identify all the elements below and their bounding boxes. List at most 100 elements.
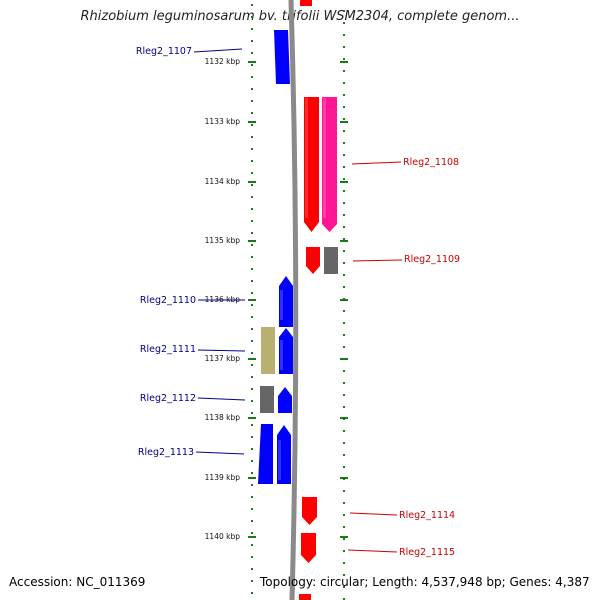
minor-tick-left bbox=[251, 580, 253, 582]
minor-tick-left bbox=[251, 568, 253, 570]
minor-tick-left bbox=[251, 40, 253, 42]
major-tick-right bbox=[340, 358, 348, 360]
minor-tick-right bbox=[343, 10, 345, 12]
major-tick-left bbox=[248, 240, 256, 242]
major-tick-right bbox=[340, 299, 348, 301]
minor-tick-right bbox=[343, 70, 345, 72]
gene-1108-shape[interactable] bbox=[304, 97, 319, 232]
gene-1113-shape[interactable] bbox=[277, 425, 291, 484]
minor-tick-right bbox=[343, 538, 345, 540]
minor-tick-left bbox=[251, 64, 253, 66]
gene-1111-shape[interactable] bbox=[279, 328, 293, 374]
minor-tick-right bbox=[343, 574, 345, 576]
partial-gene-bottom bbox=[299, 594, 311, 600]
minor-tick-left bbox=[251, 352, 253, 354]
major-tick-left bbox=[248, 121, 256, 123]
major-tick-right bbox=[340, 417, 348, 419]
minor-tick-left bbox=[251, 592, 253, 594]
gene-label-rleg2-1110[interactable]: Rleg2_1110 bbox=[140, 295, 196, 306]
minor-tick-left bbox=[251, 328, 253, 330]
major-tick-right bbox=[340, 536, 348, 538]
minor-tick-right bbox=[343, 382, 345, 384]
minor-tick-left bbox=[251, 4, 253, 6]
minor-tick-left bbox=[251, 256, 253, 258]
minor-tick-right bbox=[343, 58, 345, 60]
gene-1112-paralog-shape[interactable] bbox=[260, 386, 274, 413]
minor-tick-right bbox=[343, 442, 345, 444]
gene-1110-shape[interactable] bbox=[279, 276, 293, 327]
gene-1111-paralog-shape[interactable] bbox=[261, 327, 275, 374]
minor-tick-right bbox=[343, 286, 345, 288]
minor-tick-left bbox=[251, 364, 253, 366]
gene-1109-shape[interactable] bbox=[306, 247, 320, 274]
gene-label-rleg2-1108[interactable]: Rleg2_1108 bbox=[403, 157, 459, 168]
minor-tick-left bbox=[251, 340, 253, 342]
minor-tick-right bbox=[343, 274, 345, 276]
gene-1107-shape[interactable] bbox=[274, 30, 290, 84]
minor-tick-right bbox=[343, 454, 345, 456]
gene-leader-line bbox=[347, 549, 398, 553]
partial-gene-top bbox=[300, 0, 312, 6]
minor-tick-right bbox=[343, 238, 345, 240]
minor-tick-right bbox=[343, 226, 345, 228]
minor-tick-right bbox=[343, 466, 345, 468]
minor-tick-right bbox=[343, 250, 345, 252]
minor-tick-right bbox=[343, 334, 345, 336]
gene-label-rleg2-1113[interactable]: Rleg2_1113 bbox=[138, 447, 194, 458]
minor-tick-right bbox=[343, 394, 345, 396]
minor-tick-right bbox=[343, 166, 345, 168]
minor-tick-right bbox=[343, 154, 345, 156]
gene-1112-shape[interactable] bbox=[278, 387, 292, 413]
minor-tick-left bbox=[251, 196, 253, 198]
major-tick-right bbox=[340, 121, 348, 123]
minor-tick-right bbox=[343, 598, 345, 600]
minor-tick-left bbox=[251, 412, 253, 414]
minor-tick-left bbox=[251, 496, 253, 498]
minor-tick-right bbox=[343, 346, 345, 348]
gene-1114-shape[interactable] bbox=[302, 497, 317, 525]
minor-tick-right bbox=[343, 406, 345, 408]
gene-label-rleg2-1107[interactable]: Rleg2_1107 bbox=[136, 46, 192, 57]
minor-tick-left bbox=[251, 268, 253, 270]
tick-label: 1138 kbp bbox=[205, 413, 241, 422]
gene-leader-line bbox=[197, 397, 246, 401]
backbone-arc bbox=[288, 0, 299, 600]
gene-leader-line bbox=[197, 349, 246, 352]
minor-tick-left bbox=[251, 100, 253, 102]
minor-tick-right bbox=[343, 430, 345, 432]
gene-1113-paralog-shape[interactable] bbox=[258, 424, 273, 484]
minor-tick-right bbox=[343, 118, 345, 120]
minor-tick-left bbox=[251, 88, 253, 90]
minor-tick-right bbox=[343, 370, 345, 372]
gene-1109-paralog-shape[interactable] bbox=[324, 247, 338, 274]
minor-tick-left bbox=[251, 424, 253, 426]
major-tick-left bbox=[248, 417, 256, 419]
gene-label-rleg2-1115[interactable]: Rleg2_1115 bbox=[399, 547, 455, 558]
minor-tick-right bbox=[343, 514, 345, 516]
gene-leader-line bbox=[349, 512, 398, 516]
minor-tick-left bbox=[251, 148, 253, 150]
minor-tick-right bbox=[343, 322, 345, 324]
minor-tick-left bbox=[251, 532, 253, 534]
gene-label-rleg2-1109[interactable]: Rleg2_1109 bbox=[404, 254, 460, 265]
major-tick-right bbox=[340, 61, 348, 63]
minor-tick-right bbox=[343, 214, 345, 216]
topology-text: Topology: circular; Length: 4,537,948 bp… bbox=[260, 575, 590, 589]
minor-tick-left bbox=[251, 184, 253, 186]
gene-label-rleg2-1114[interactable]: Rleg2_1114 bbox=[399, 510, 455, 521]
minor-tick-left bbox=[251, 112, 253, 114]
major-tick-left bbox=[248, 536, 256, 538]
minor-tick-left bbox=[251, 436, 253, 438]
minor-tick-right bbox=[343, 130, 345, 132]
minor-tick-right bbox=[343, 562, 345, 564]
gene-1108-paralog-shape[interactable] bbox=[322, 97, 337, 232]
gene-leader-line bbox=[193, 48, 243, 53]
gene-1115-shape[interactable] bbox=[301, 533, 316, 563]
gene-label-rleg2-1111[interactable]: Rleg2_1111 bbox=[140, 344, 196, 355]
minor-tick-right bbox=[343, 34, 345, 36]
gene-label-rleg2-1112[interactable]: Rleg2_1112 bbox=[140, 393, 196, 404]
minor-tick-right bbox=[343, 202, 345, 204]
major-tick-left bbox=[248, 181, 256, 183]
